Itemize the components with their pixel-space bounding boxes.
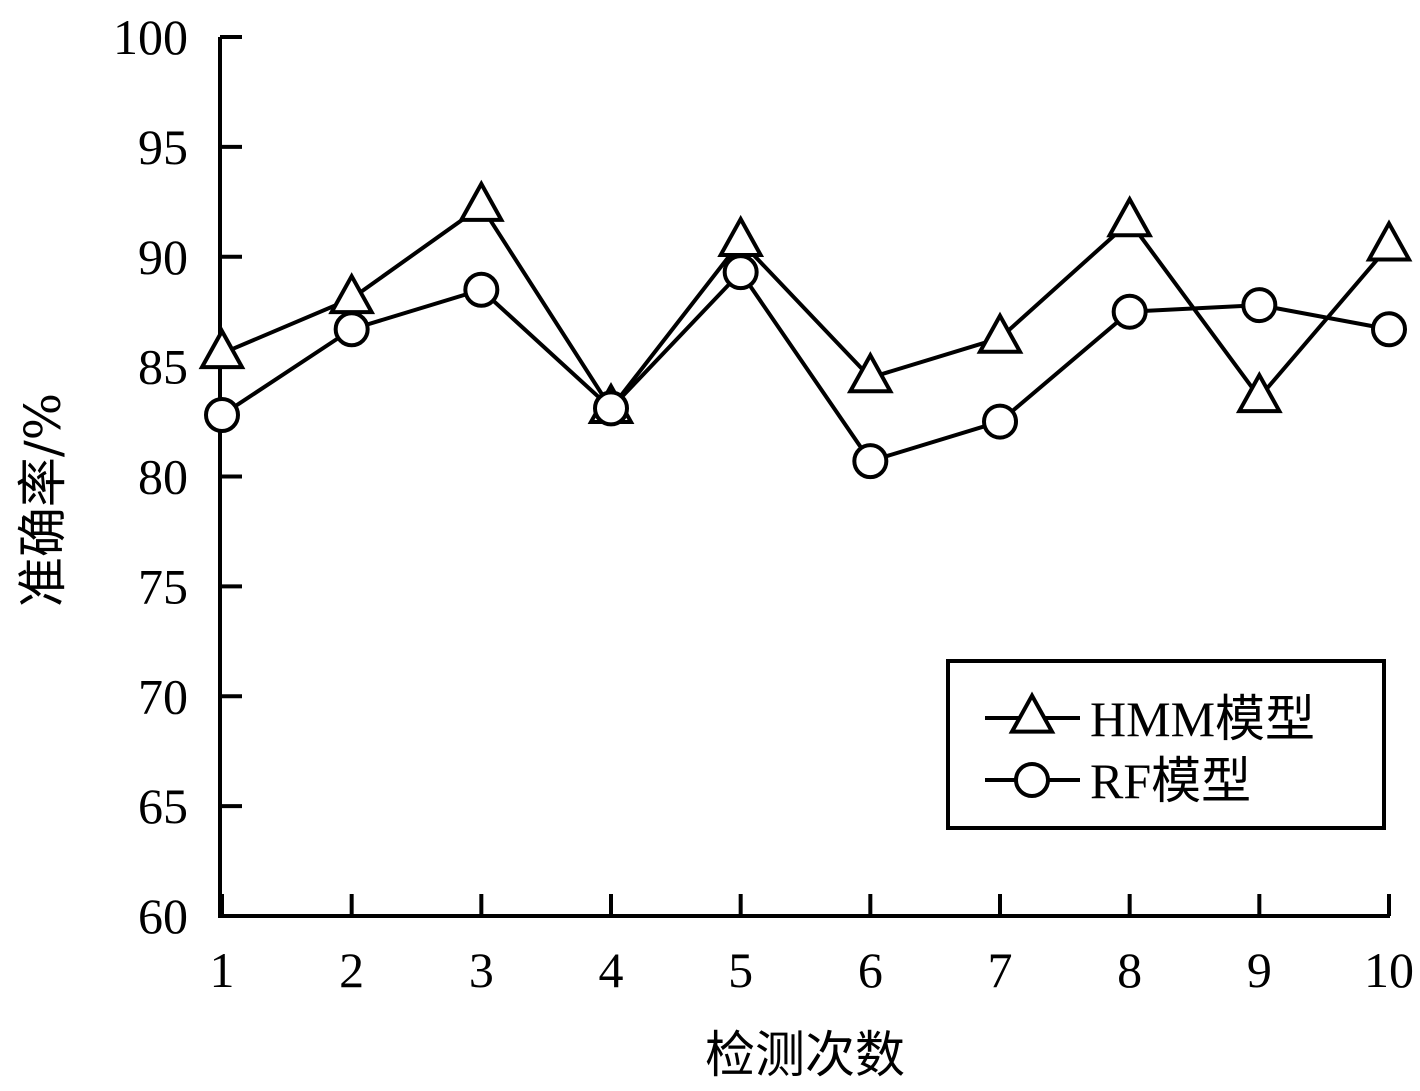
triangle-marker xyxy=(198,327,246,370)
y-axis-ticks: 60 65 70 75 80 85 90 95 100 xyxy=(113,9,242,944)
x-tick-label: 4 xyxy=(599,942,624,998)
circle-marker xyxy=(1371,311,1407,348)
series-triangle xyxy=(198,179,1413,425)
series-circle xyxy=(204,254,1407,480)
circle-marker xyxy=(593,390,629,427)
x-tick-label: 10 xyxy=(1364,942,1414,998)
y-tick-label: 80 xyxy=(138,449,188,505)
x-axis-title: 检测次数 xyxy=(705,1026,905,1084)
legend-label-hmm: HMM模型 xyxy=(1090,691,1315,747)
y-tick-label: 65 xyxy=(138,778,188,834)
circle-marker xyxy=(1241,287,1278,324)
circle-marker xyxy=(333,311,370,348)
circle-marker xyxy=(204,396,240,433)
y-tick-label: 95 xyxy=(138,119,188,175)
y-tick-label: 70 xyxy=(138,668,188,724)
triangle-marker xyxy=(457,179,505,222)
x-axis-ticks: 1 2 3 4 5 6 7 8 9 10 xyxy=(210,894,1414,998)
triangle-marker xyxy=(976,311,1024,354)
y-axis-title: 准确率/% xyxy=(14,393,72,607)
legend-triangle-icon xyxy=(1008,691,1056,734)
x-tick-label: 1 xyxy=(210,942,235,998)
y-tick-label: 90 xyxy=(138,229,188,285)
circle-marker xyxy=(463,271,500,308)
x-tick-label: 2 xyxy=(339,942,364,998)
series-group xyxy=(198,179,1413,480)
legend-box xyxy=(946,659,1386,830)
x-tick-label: 5 xyxy=(728,942,753,998)
series-line xyxy=(220,268,1390,464)
legend-label-rf: RF模型 xyxy=(1090,753,1251,809)
triangle-marker xyxy=(328,272,376,315)
x-tick-label: 3 xyxy=(469,942,494,998)
y-tick-label: 100 xyxy=(113,9,188,65)
x-tick-label: 8 xyxy=(1117,942,1142,998)
circle-marker xyxy=(722,254,759,291)
x-tick-label: 6 xyxy=(858,942,883,998)
x-tick-label: 9 xyxy=(1247,942,1272,998)
y-tick-label: 60 xyxy=(138,888,188,944)
triangle-marker xyxy=(1235,370,1283,414)
x-tick-label: 7 xyxy=(988,942,1013,998)
circle-marker xyxy=(852,443,889,480)
y-tick-label: 85 xyxy=(138,339,188,395)
triangle-marker xyxy=(717,214,765,258)
y-tick-label: 75 xyxy=(138,558,188,614)
legend: HMM模型 RF模型 xyxy=(946,659,1386,830)
triangle-marker xyxy=(846,351,894,394)
legend-circle-icon xyxy=(1014,762,1050,798)
circle-marker xyxy=(1111,293,1148,330)
triangle-marker xyxy=(1106,195,1154,238)
triangle-marker xyxy=(1365,219,1413,262)
circle-marker xyxy=(982,403,1018,440)
